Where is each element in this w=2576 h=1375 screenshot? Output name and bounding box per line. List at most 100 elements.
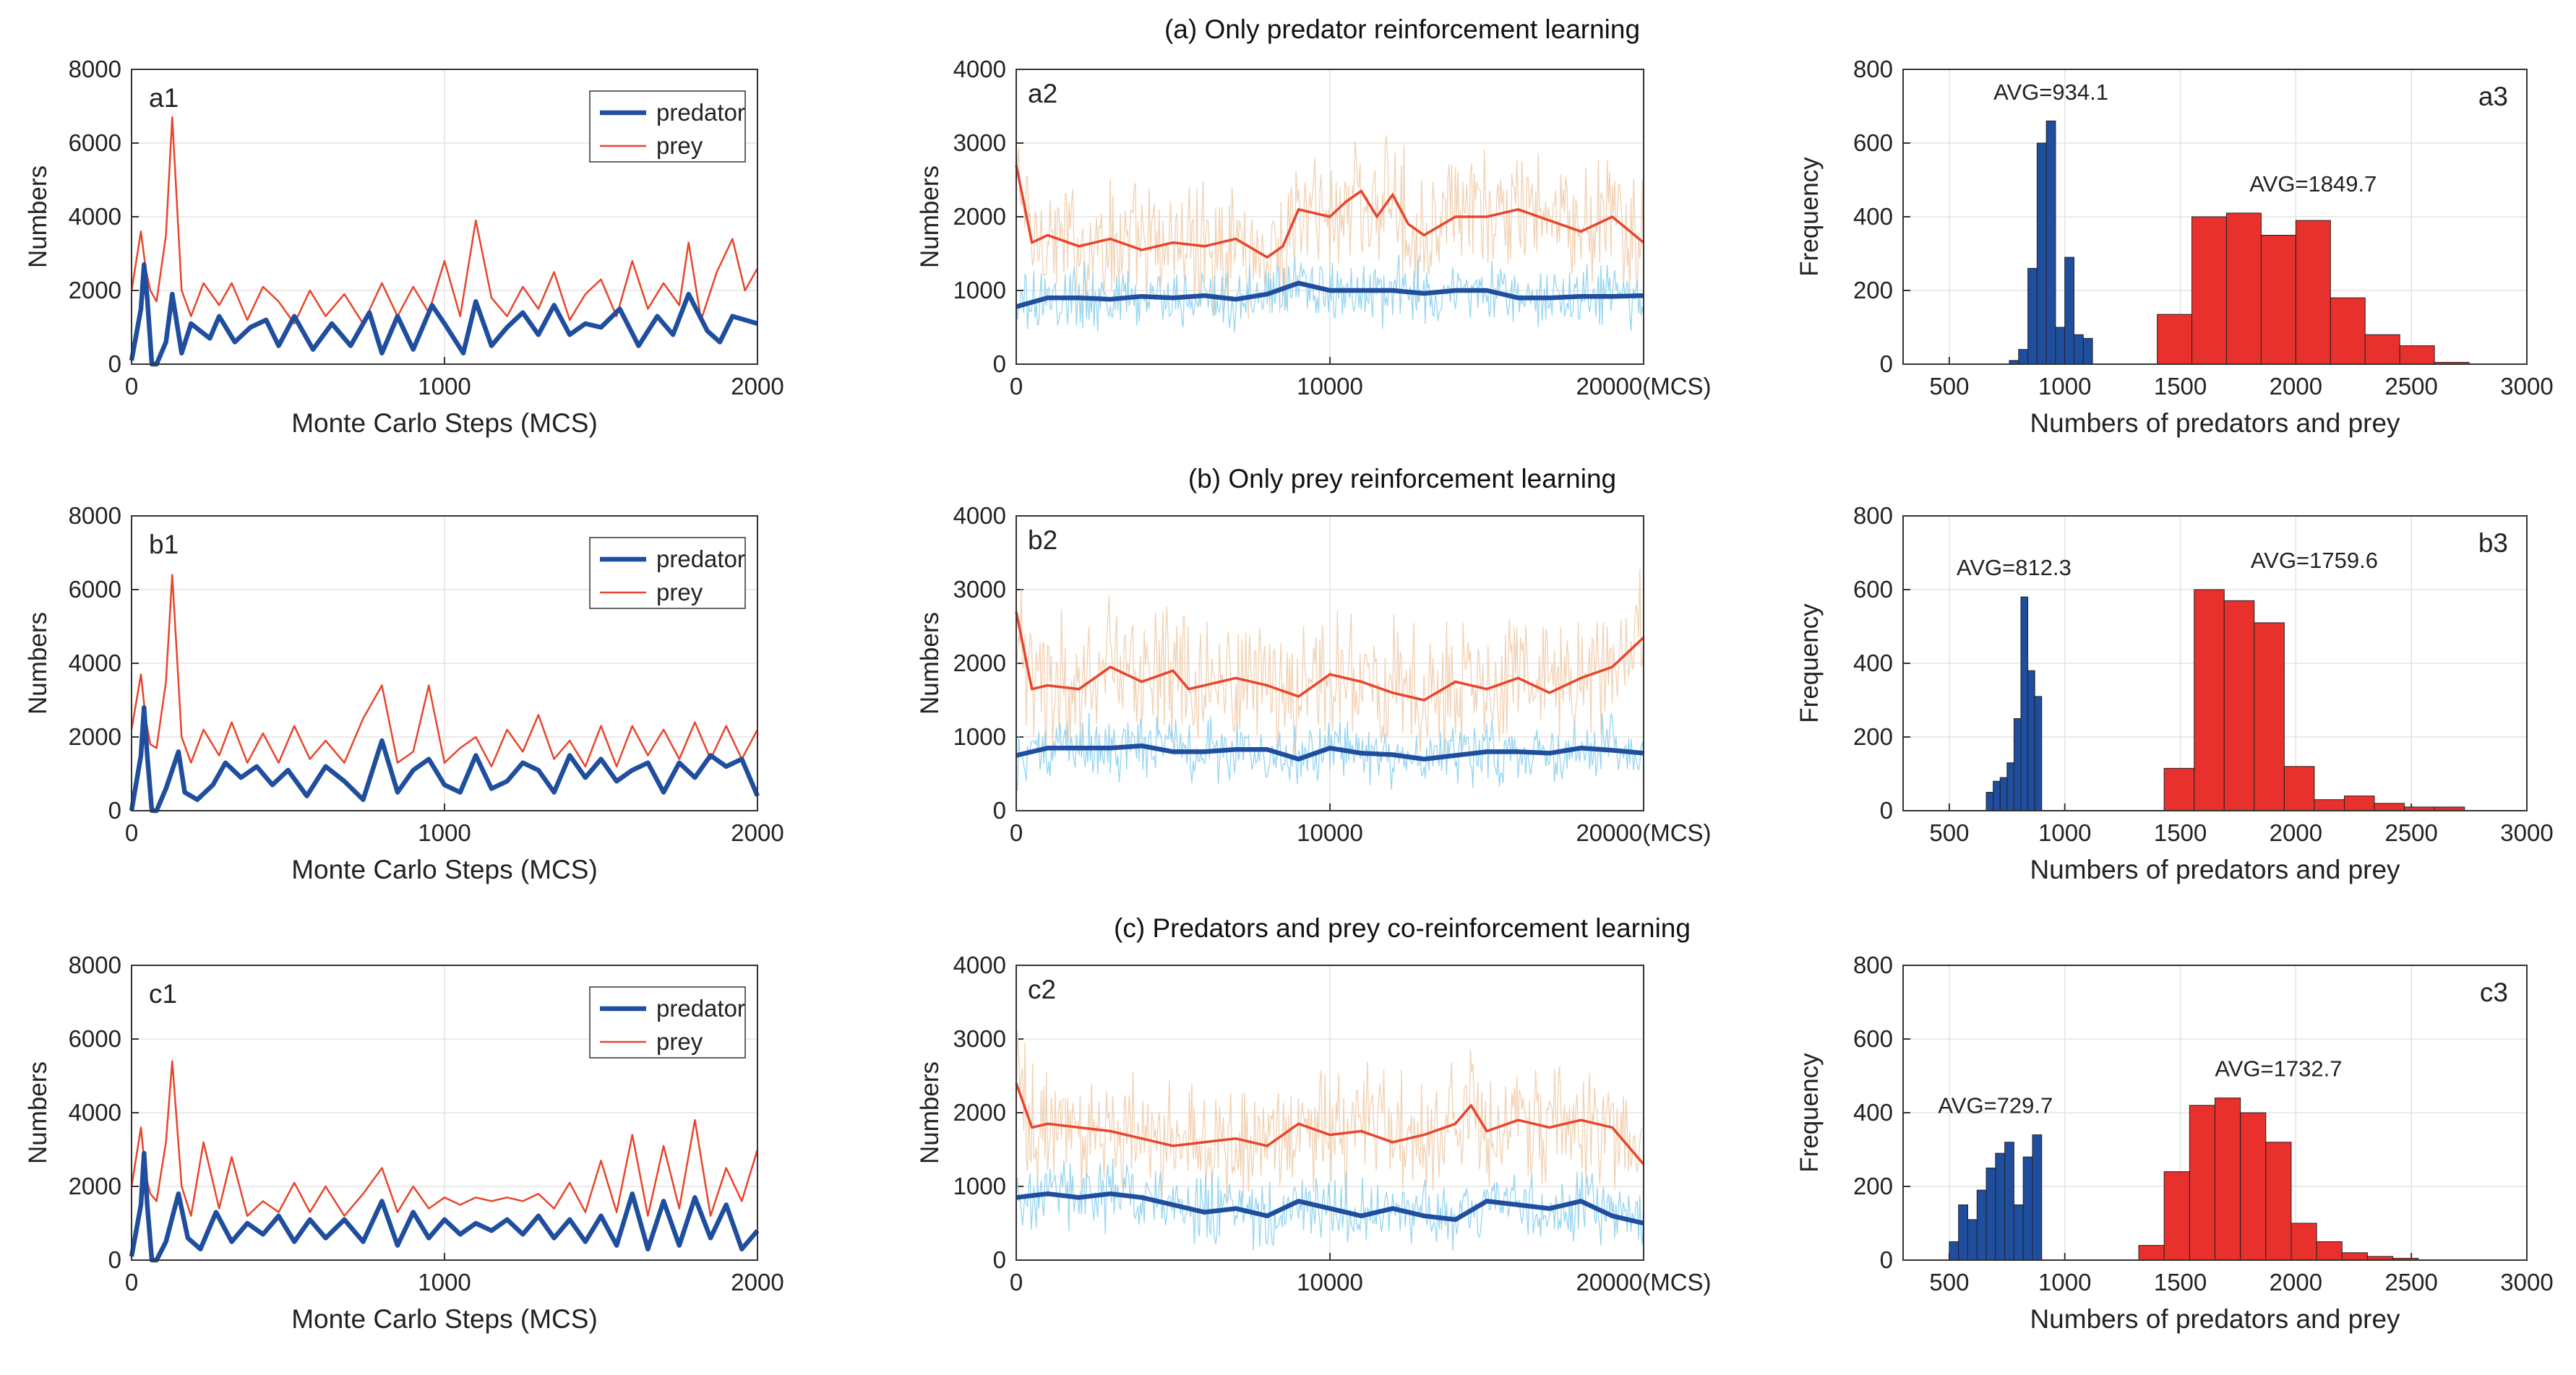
y-tick-label: 6000 (69, 1025, 121, 1052)
prey-line (130, 1060, 759, 1217)
x-tick-label: 2500 (2384, 1269, 2437, 1296)
legend-label-prey: prey (656, 579, 703, 605)
x-tick-label: 0 (1010, 819, 1023, 846)
y-axis-label: Frequency (1795, 603, 1824, 723)
predator-histogram-bar (2074, 334, 2084, 365)
predator-histogram-bar (1958, 1204, 1968, 1261)
axes-frame (131, 515, 758, 811)
avg-annotation-prey: AVG=1732.7 (2215, 1056, 2342, 1082)
prey-line (130, 116, 759, 325)
predator-histogram-bar (2013, 718, 2022, 811)
prey-histogram-bar (2330, 297, 2366, 365)
y-tick-label: 0 (993, 350, 1006, 377)
row-title-a: (a) Only predator reinforcement learning (1164, 14, 1641, 44)
axes-frame (1016, 515, 1644, 811)
prey-histogram-bar (2223, 600, 2255, 811)
predator-histogram-bar (1995, 1152, 2006, 1261)
legend-label-predator: predator (656, 995, 745, 1022)
predator-histogram-bar (2045, 120, 2056, 365)
y-tick-label: 600 (1853, 576, 1893, 603)
y-tick-label: 200 (1853, 1173, 1893, 1199)
x-tick-label: 2000 (2270, 819, 2322, 846)
x-tick-label: 500 (1929, 819, 1969, 846)
prey-histogram-bar (2191, 216, 2227, 365)
prey-histogram-bar (2163, 1171, 2190, 1261)
y-tick-label: 6000 (69, 129, 121, 156)
y-tick-label: 8000 (69, 56, 121, 82)
predator-histogram-bar (2064, 257, 2075, 365)
predator-histogram-bar (1949, 1241, 1959, 1261)
x-tick-label: 10000 (1297, 1269, 1363, 1296)
predator-smoothed-line (1016, 1191, 1644, 1226)
prey-histogram-bar (2283, 766, 2315, 811)
prey-raw-trace (1016, 135, 1644, 319)
predator-histogram-bar (2082, 337, 2093, 365)
x-tick-label: 20000(MCS) (1576, 373, 1711, 400)
x-tick-label: 500 (1929, 1269, 1969, 1296)
y-tick-label: 800 (1853, 952, 1893, 978)
x-tick-label: 3000 (2500, 1269, 2553, 1296)
predator-raw-trace (1016, 712, 1644, 791)
predator-raw-trace (1016, 1158, 1644, 1251)
prey-histogram-bar (2163, 767, 2195, 811)
predator-histogram-bar (1985, 792, 1994, 811)
predator-histogram-bar (2036, 142, 2047, 365)
y-tick-label: 400 (1853, 1099, 1893, 1126)
x-tick-label: 10000 (1297, 373, 1363, 400)
y-tick-label: 1000 (953, 723, 1006, 750)
y-tick-label: 400 (1853, 203, 1893, 230)
prey-histogram-bar (2364, 334, 2400, 365)
y-tick-label: 0 (108, 1246, 121, 1273)
x-tick-label: 1000 (2038, 1269, 2091, 1296)
y-tick-label: 2000 (953, 1099, 1006, 1126)
avg-annotation-predator: AVG=729.7 (1938, 1093, 2053, 1118)
x-tick-label: 2500 (2384, 819, 2437, 846)
predator-line (129, 262, 758, 367)
x-tick-label: 1000 (2038, 373, 2091, 400)
y-tick-label: 600 (1853, 129, 1893, 156)
y-tick-label: 0 (1880, 1246, 1893, 1273)
x-tick-label: 1500 (2154, 1269, 2207, 1296)
prey-smoothed-line (1015, 1082, 1645, 1165)
prey-histogram-bar (2374, 803, 2405, 811)
x-tick-label: 0 (125, 1269, 138, 1296)
legend-box (589, 90, 746, 163)
y-tick-label: 4000 (953, 502, 1006, 529)
x-tick-label: 1500 (2154, 373, 2207, 400)
predator-histogram-bar (2055, 327, 2066, 365)
axes-frame (1902, 515, 2528, 811)
predator-histogram-bar (2013, 1204, 2024, 1261)
legend-label-predator: predator (656, 99, 745, 126)
y-tick-label: 0 (993, 797, 1006, 824)
y-tick-label: 8000 (69, 952, 121, 978)
panel-label: b2 (1028, 525, 1057, 555)
axes-frame (1902, 965, 2528, 1261)
y-tick-label: 4000 (69, 650, 121, 676)
axes-c2: 0 1000 2000 3000 4000 0 10000 20000(MCS) c2 Numbe… (916, 952, 1712, 1296)
prey-histogram-bar (2399, 345, 2435, 365)
prey-histogram-bar (2189, 1105, 2216, 1261)
x-tick-label: 1000 (418, 819, 471, 846)
x-axis-label: Monte Carlo Steps (MCS) (291, 1304, 598, 1334)
axes-c1: 0 2000 4000 6000 8000 0 1000 2000 c1 predator prey… (24, 952, 784, 1334)
y-tick-label: 0 (108, 797, 121, 824)
axes-a3: 0 200 400 600 800 500 1000 1500 2000 2500 3000 a3 AV… (1795, 56, 2554, 438)
y-tick-label: 2000 (953, 203, 1006, 230)
y-axis-label: Numbers (916, 165, 944, 268)
x-tick-label: 2000 (731, 819, 783, 846)
predator-histogram-bar (1985, 1168, 1996, 1261)
axes-frame (1902, 69, 2528, 365)
axes-b3: 0 200 400 600 800 500 1000 1500 2000 2500 3000 b3 AV… (1795, 502, 2554, 884)
axes-a2: 0 1000 2000 3000 4000 0 10000 20000(MCS) a2 Numbe… (916, 56, 1712, 400)
x-tick-label: 2000 (2270, 1269, 2322, 1296)
y-axis-label: Numbers (916, 612, 944, 715)
prey-smoothed-line (1015, 165, 1645, 259)
predator-line (129, 1150, 760, 1263)
x-tick-label: 0 (1010, 1269, 1023, 1296)
y-tick-label: 0 (993, 1246, 1006, 1273)
y-tick-label: 2000 (69, 1173, 121, 1199)
legend: predator prey (589, 986, 746, 1059)
axes-b2: 0 1000 2000 3000 4000 0 10000 20000(MCS) b2 Numbe… (916, 502, 1712, 846)
x-axis-label: Numbers of predators and prey (2030, 1304, 2400, 1334)
